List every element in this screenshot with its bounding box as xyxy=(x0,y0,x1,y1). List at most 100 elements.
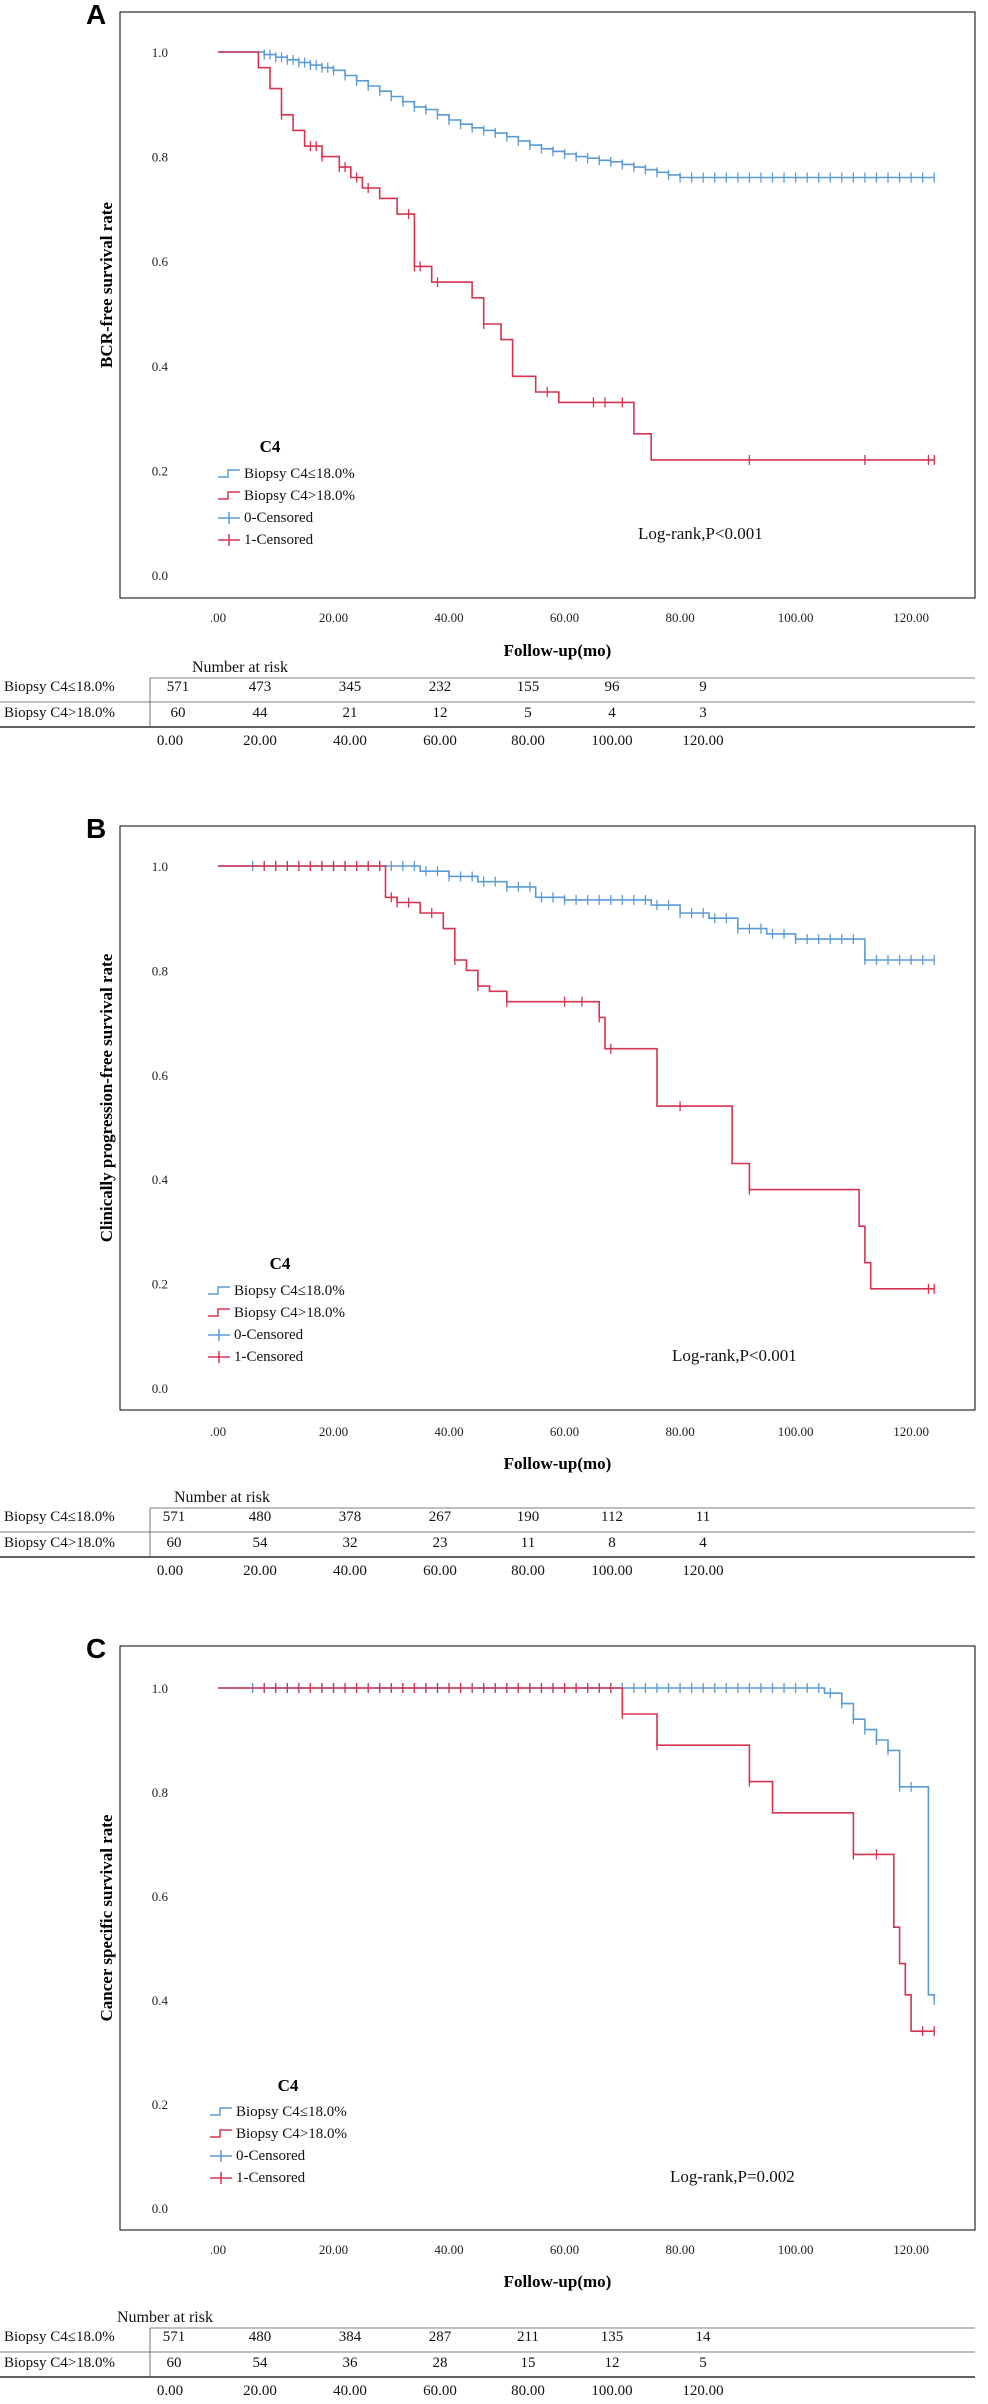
risk-table-x-tick: 80.00 xyxy=(511,733,545,749)
risk-table-x-tick: 60.00 xyxy=(423,2383,457,2399)
km-panel-a: A 0.0 0.2 0.4 0.6 0.8 1.0 .00 20.00 40.00 60.00 80.… xyxy=(86,0,976,660)
legend-swatch-step xyxy=(218,469,240,478)
y-tick-label: 0.8 xyxy=(152,150,168,165)
risk-count: 480 xyxy=(249,1509,272,1525)
x-tick-label: 120.00 xyxy=(893,1424,929,1439)
x-tick-label: 100.00 xyxy=(778,2242,814,2257)
km-curve-low xyxy=(218,1687,935,2000)
x-tick-label: 40.00 xyxy=(434,1424,463,1439)
risk-count: 571 xyxy=(163,2329,186,2345)
y-tick-label: 1.0 xyxy=(152,45,168,60)
x-tick-label: 60.00 xyxy=(550,2242,579,2257)
y-tick-label: 0.4 xyxy=(152,359,169,374)
x-tick-label: 40.00 xyxy=(434,2242,463,2257)
y-tick-label: 0.8 xyxy=(152,1785,168,1800)
x-tick-label: 100.00 xyxy=(778,610,814,625)
panel-letter: C xyxy=(86,1633,106,1664)
x-axis-title: Follow-up(mo) xyxy=(504,1454,612,1473)
km-panel-b: B 0.0 0.2 0.4 0.6 0.8 1.0 .00 20.00 40.00 60.00 80.… xyxy=(86,813,976,1473)
risk-count: 8 xyxy=(608,1535,616,1551)
legend-item-label: 0-Censored xyxy=(236,2148,306,2164)
risk-table-header: Number at risk xyxy=(117,2309,213,2326)
risk-count: 9 xyxy=(699,679,707,695)
x-tick-label: .00 xyxy=(210,610,226,625)
log-rank-annotation: Log-rank,P<0.001 xyxy=(672,1346,797,1365)
risk-count: 5 xyxy=(699,2355,707,2371)
risk-table-x-tick: 60.00 xyxy=(423,733,457,749)
risk-table-x-tick: 20.00 xyxy=(243,733,277,749)
km-curve-high xyxy=(218,51,935,461)
y-tick-label: 0.4 xyxy=(152,1993,169,2008)
risk-count: 473 xyxy=(249,679,272,695)
risk-count: 44 xyxy=(253,705,269,721)
risk-count: 3 xyxy=(699,705,707,721)
risk-count: 32 xyxy=(343,1535,358,1551)
x-tick-label: 20.00 xyxy=(319,610,348,625)
legend-swatch-step xyxy=(208,1286,230,1295)
x-tick-label: 120.00 xyxy=(893,2242,929,2257)
risk-row-label: Biopsy C4≤18.0% xyxy=(4,679,115,695)
y-axis-title: Cancer specific survival rate xyxy=(97,1814,116,2021)
y-tick-label: 0.0 xyxy=(152,2201,168,2216)
legend-swatch-step xyxy=(210,2129,232,2138)
legend-item-label: Biopsy C4>18.0% xyxy=(244,488,355,504)
km-curve-high xyxy=(218,1687,935,2032)
legend-item-label: Biopsy C4>18.0% xyxy=(234,1305,345,1321)
risk-count: 480 xyxy=(249,2329,272,2345)
risk-count: 54 xyxy=(253,2355,269,2371)
risk-count: 11 xyxy=(521,1535,535,1551)
x-tick-label: 60.00 xyxy=(550,610,579,625)
risk-count: 267 xyxy=(429,1509,452,1525)
legend-item-label: 1-Censored xyxy=(244,532,314,548)
risk-table-x-tick: 60.00 xyxy=(423,1563,457,1579)
y-tick-label: 0.0 xyxy=(152,1381,168,1396)
panel-letter: A xyxy=(86,0,106,30)
risk-count: 155 xyxy=(517,679,540,695)
risk-count: 60 xyxy=(171,705,186,721)
risk-count: 60 xyxy=(167,1535,182,1551)
risk-count: 36 xyxy=(343,2355,359,2371)
risk-count: 11 xyxy=(696,1509,710,1525)
legend-item-label: 0-Censored xyxy=(234,1327,304,1343)
risk-row-label: Biopsy C4≤18.0% xyxy=(4,1509,115,1525)
risk-table-x-tick: 120.00 xyxy=(682,2383,723,2399)
km-panel-c: C 0.0 0.2 0.4 0.6 0.8 1.0 .00 20.00 40.00 60.00 80.… xyxy=(86,1633,976,2291)
risk-table-x-tick: 0.00 xyxy=(157,1563,183,1579)
x-tick-label: 80.00 xyxy=(665,1424,694,1439)
log-rank-annotation: Log-rank,P=0.002 xyxy=(670,2167,795,2186)
risk-count: 232 xyxy=(429,679,452,695)
risk-count: 211 xyxy=(517,2329,539,2345)
risk-count: 378 xyxy=(339,1509,362,1525)
y-tick-label: 0.6 xyxy=(152,1068,169,1083)
risk-table-x-tick: 80.00 xyxy=(511,1563,545,1579)
risk-count: 60 xyxy=(167,2355,182,2371)
risk-table-x-tick: 100.00 xyxy=(591,733,632,749)
y-tick-label: 0.2 xyxy=(152,463,168,478)
risk-count: 23 xyxy=(433,1535,448,1551)
y-tick-label: 0.0 xyxy=(152,568,168,583)
y-tick-label: 0.6 xyxy=(152,254,169,269)
risk-table-x-tick: 0.00 xyxy=(157,733,183,749)
y-tick-label: 0.2 xyxy=(152,2097,168,2112)
risk-count: 12 xyxy=(433,705,448,721)
km-curve-high xyxy=(218,865,935,1290)
risk-table-x-tick: 80.00 xyxy=(511,2383,545,2399)
x-tick-label: 40.00 xyxy=(434,610,463,625)
legend-title: C4 xyxy=(260,437,281,456)
risk-count: 15 xyxy=(521,2355,536,2371)
x-tick-label: 20.00 xyxy=(319,1424,348,1439)
x-tick-label: 80.00 xyxy=(665,610,694,625)
x-tick-label: 60.00 xyxy=(550,1424,579,1439)
risk-count: 54 xyxy=(253,1535,269,1551)
risk-table-x-tick: 0.00 xyxy=(157,2383,183,2399)
risk-count: 5 xyxy=(524,705,532,721)
panel-letter: B xyxy=(86,813,106,844)
risk-count: 571 xyxy=(163,1509,186,1525)
x-tick-label: 120.00 xyxy=(893,610,929,625)
log-rank-annotation: Log-rank,P<0.001 xyxy=(638,524,763,543)
km-curve-low xyxy=(218,865,935,961)
risk-count: 135 xyxy=(601,2329,624,2345)
legend-swatch-step xyxy=(210,2107,232,2116)
